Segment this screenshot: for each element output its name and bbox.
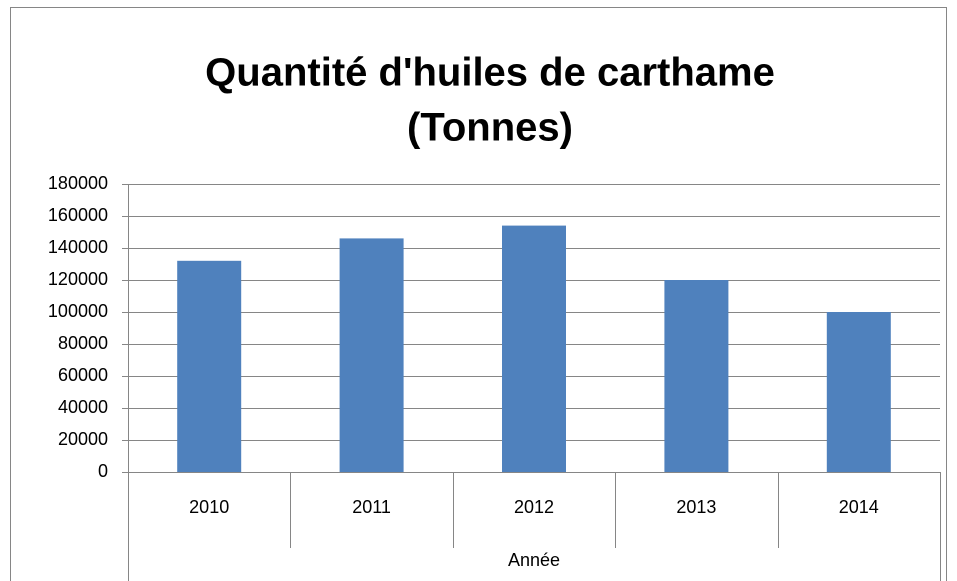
y-tick-label: 120000 <box>48 269 108 289</box>
y-tick-label: 40000 <box>58 397 108 417</box>
y-tick-label: 80000 <box>58 333 108 353</box>
chart-title: Quantité d'huiles de carthame <box>205 51 775 95</box>
bar <box>502 225 566 472</box>
x-tick-label: 2014 <box>839 497 879 517</box>
bar <box>339 238 404 472</box>
bar <box>177 260 242 472</box>
y-tick-label: 100000 <box>48 301 108 321</box>
y-tick-label: 60000 <box>58 365 108 385</box>
y-tick-label: 140000 <box>48 237 108 257</box>
y-tick-label: 180000 <box>48 173 108 193</box>
x-tick-label: 2010 <box>189 497 229 517</box>
x-tick-label: 2011 <box>352 497 391 517</box>
y-tick-label: 160000 <box>48 205 108 225</box>
chart-frame <box>10 7 947 581</box>
y-tick-label: 20000 <box>58 429 108 449</box>
y-tick-label: 0 <box>98 461 108 481</box>
bar <box>664 280 729 472</box>
bar <box>826 312 891 472</box>
x-axis-label: Année <box>508 550 560 570</box>
x-tick-label: 2012 <box>514 497 554 517</box>
x-tick-label: 2013 <box>676 497 716 517</box>
chart-title: (Tonnes) <box>407 106 573 150</box>
